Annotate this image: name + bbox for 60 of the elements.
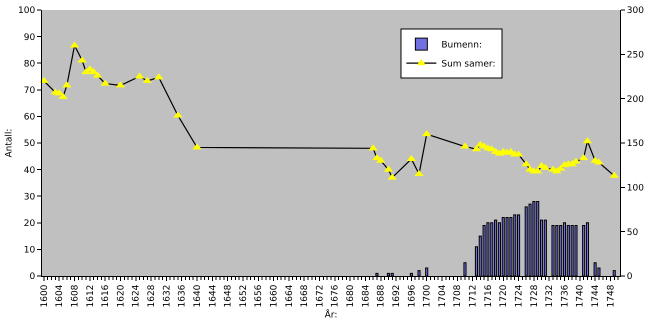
- y2-tick-label: 50: [626, 228, 639, 238]
- x-tick-label: 1696: [407, 284, 418, 308]
- x-tick-label: 1732: [545, 284, 556, 308]
- x-tick-label: 1720: [499, 284, 510, 308]
- y2-tick-label: 200: [626, 94, 644, 105]
- legend-label: Sum samer:: [441, 60, 496, 70]
- x-tick-label: 1684: [361, 284, 372, 308]
- legend-label: Bumenn:: [441, 40, 482, 51]
- y-tick-label: 80: [24, 59, 36, 70]
- x-tick-label: 1640: [192, 284, 203, 308]
- x-tick-label: 1744: [591, 284, 602, 308]
- x-tick-label: 1620: [116, 284, 126, 308]
- y2-tick-label: 0: [626, 272, 633, 282]
- x-tick-label: 1624: [132, 284, 142, 308]
- x-tick-label: 1680: [346, 284, 356, 308]
- x-tick-label: 1736: [560, 284, 570, 308]
- x-tick-label: 1600: [40, 284, 50, 308]
- x-tick-label: 1728: [530, 284, 540, 308]
- y2-tick-label: 300: [626, 6, 644, 16]
- x-tick-label: 1648: [224, 284, 234, 308]
- x-tick-label: 1672: [315, 284, 326, 308]
- y-tick-label: 40: [24, 166, 36, 176]
- x-tick-label: 1616: [101, 284, 112, 308]
- y2-tick-label: 150: [626, 139, 644, 150]
- y-tick-label: 100: [18, 6, 36, 16]
- x-tick-label: 1700: [422, 284, 433, 308]
- x-tick-label: 1660: [270, 284, 280, 308]
- x-tick-label: 1608: [70, 284, 80, 308]
- x-tick-label: 1748: [606, 284, 616, 308]
- y-tick-label: 30: [24, 192, 36, 202]
- x-tick-label: 1688: [376, 284, 387, 308]
- x-tick-label: 1632: [162, 284, 172, 308]
- y-tick-label: 10: [24, 246, 36, 256]
- x-tick-label: 1664: [284, 284, 295, 308]
- y-tick-label: 20: [24, 218, 36, 229]
- y-tick-label: 70: [24, 86, 36, 96]
- x-tick-label: 1628: [147, 284, 158, 308]
- x-axis-title: År:: [324, 308, 338, 320]
- y-tick-label: 90: [24, 32, 36, 43]
- x-tick-label: 1740: [576, 284, 586, 308]
- y-tick-label: 60: [24, 112, 36, 123]
- x-tick-label: 1652: [238, 284, 249, 308]
- x-tick-label: 1716: [484, 284, 494, 308]
- y2-tick-label: 100: [626, 183, 644, 194]
- x-tick-label: 1724: [514, 284, 524, 308]
- y2-tick-label: 250: [626, 50, 644, 60]
- y-tick-label: 0: [29, 272, 36, 282]
- y-axis-title: Antall:: [4, 128, 14, 158]
- x-tick-label: 1692: [392, 284, 402, 308]
- x-tick-label: 1708: [453, 284, 464, 308]
- x-tick-label: 1644: [208, 284, 218, 308]
- x-tick-label: 1656: [254, 284, 264, 308]
- y-tick-label: 50: [24, 139, 36, 150]
- x-tick-label: 1712: [468, 284, 479, 308]
- x-tick-label: 1704: [438, 284, 448, 308]
- x-tick-label: 1612: [86, 284, 96, 308]
- x-tick-label: 1676: [330, 284, 341, 308]
- x-tick-label: 1636: [178, 284, 188, 308]
- x-tick-label: 1604: [55, 284, 66, 308]
- x-tick-label: 1668: [300, 284, 310, 308]
